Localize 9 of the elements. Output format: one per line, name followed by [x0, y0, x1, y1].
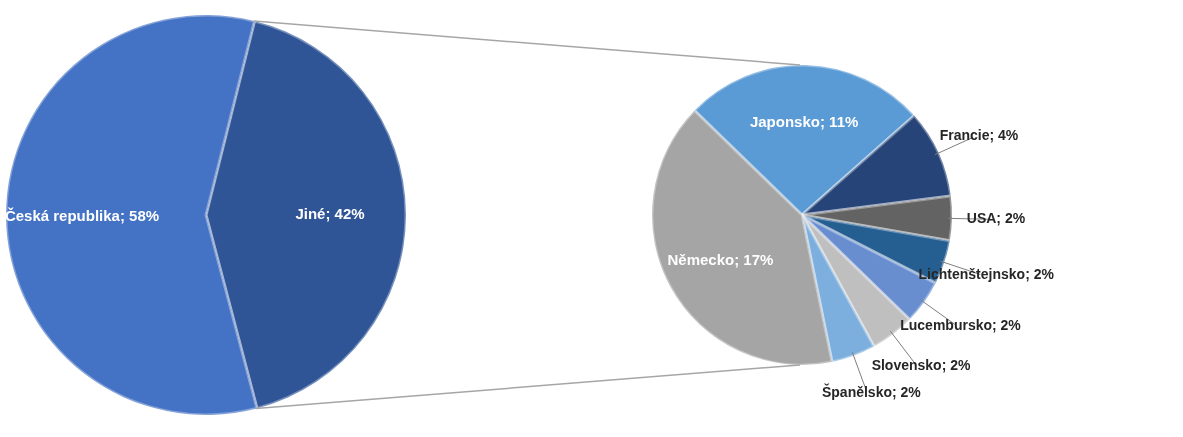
- slice-label: Jiné; 42%: [295, 205, 365, 223]
- slice-label: Slovensko; 2%: [871, 357, 971, 374]
- slice-label: Německo; 17%: [667, 250, 774, 268]
- slice-label: USA; 2%: [966, 210, 1026, 227]
- slice-label: Česká republika; 58%: [4, 206, 160, 224]
- slice-label: Japonsko; 11%: [749, 113, 859, 131]
- slice-label: Španělsko; 2%: [821, 383, 922, 401]
- slice-label: Lucembursko; 2%: [900, 316, 1022, 333]
- slice-label: Francie; 4%: [939, 127, 1019, 144]
